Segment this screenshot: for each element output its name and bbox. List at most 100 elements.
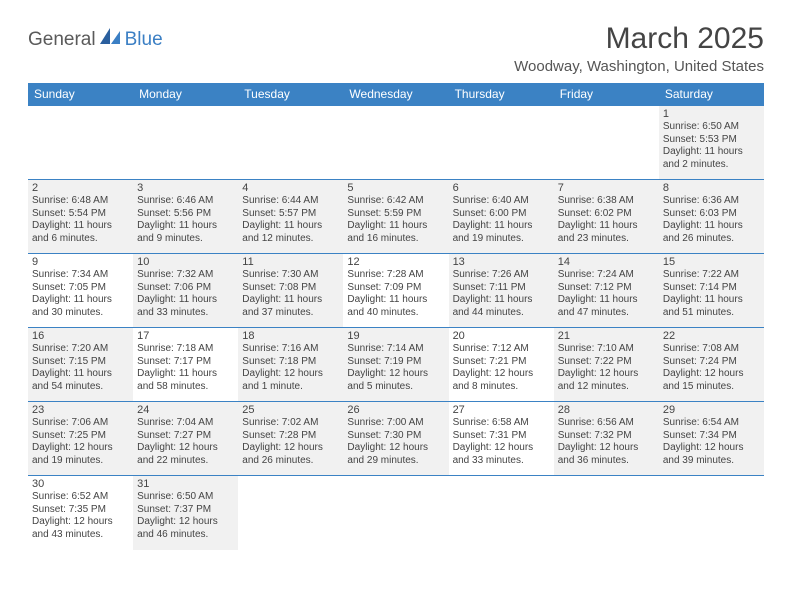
cell-line: Sunset: 7:17 PM <box>137 356 234 369</box>
calendar-header: SundayMondayTuesdayWednesdayThursdayFrid… <box>28 83 764 106</box>
cell-line: Daylight: 11 hours <box>558 294 655 307</box>
cell-line: Daylight: 12 hours <box>32 442 129 455</box>
day-cell: 4Sunrise: 6:44 AMSunset: 5:57 PMDaylight… <box>238 180 343 254</box>
day-cell: 31Sunrise: 6:50 AMSunset: 7:37 PMDayligh… <box>133 476 238 550</box>
cell-line: Daylight: 11 hours <box>453 294 550 307</box>
calendar-week-row: 16Sunrise: 7:20 AMSunset: 7:15 PMDayligh… <box>28 328 764 402</box>
cell-line: and 54 minutes. <box>32 381 129 394</box>
header: General Blue March 2025 Woodway, Washing… <box>28 22 764 75</box>
cell-line: Sunset: 5:57 PM <box>242 208 339 221</box>
cell-line: Sunrise: 7:02 AM <box>242 417 339 430</box>
cell-line: Sunrise: 7:04 AM <box>137 417 234 430</box>
day-number: 6 <box>453 182 550 194</box>
cell-line: Daylight: 11 hours <box>558 220 655 233</box>
day-cell: 26Sunrise: 7:00 AMSunset: 7:30 PMDayligh… <box>343 402 448 476</box>
cell-line: Sunrise: 6:44 AM <box>242 195 339 208</box>
day-cell: 9Sunrise: 7:34 AMSunset: 7:05 PMDaylight… <box>28 254 133 328</box>
cell-line: Sunset: 7:14 PM <box>663 282 760 295</box>
day-cell: 30Sunrise: 6:52 AMSunset: 7:35 PMDayligh… <box>28 476 133 550</box>
day-number: 1 <box>663 108 760 120</box>
day-cell: 7Sunrise: 6:38 AMSunset: 6:02 PMDaylight… <box>554 180 659 254</box>
cell-line: Sunset: 5:54 PM <box>32 208 129 221</box>
cell-line: Sunrise: 7:00 AM <box>347 417 444 430</box>
day-cell: 12Sunrise: 7:28 AMSunset: 7:09 PMDayligh… <box>343 254 448 328</box>
day-number: 15 <box>663 256 760 268</box>
empty-cell <box>343 476 448 550</box>
location-text: Woodway, Washington, United States <box>514 58 764 75</box>
day-number: 24 <box>137 404 234 416</box>
day-header: Wednesday <box>343 83 448 106</box>
cell-line: Daylight: 11 hours <box>242 220 339 233</box>
day-number: 30 <box>32 478 129 490</box>
cell-line: and 47 minutes. <box>558 307 655 320</box>
sail-icon <box>100 28 122 51</box>
day-cell: 3Sunrise: 6:46 AMSunset: 5:56 PMDaylight… <box>133 180 238 254</box>
day-cell: 27Sunrise: 6:58 AMSunset: 7:31 PMDayligh… <box>449 402 554 476</box>
day-cell: 10Sunrise: 7:32 AMSunset: 7:06 PMDayligh… <box>133 254 238 328</box>
cell-line: and 46 minutes. <box>137 529 234 542</box>
calendar-week-row: 1Sunrise: 6:50 AMSunset: 5:53 PMDaylight… <box>28 106 764 180</box>
day-header: Thursday <box>449 83 554 106</box>
cell-line: Sunrise: 7:08 AM <box>663 343 760 356</box>
empty-cell <box>238 476 343 550</box>
cell-line: Daylight: 12 hours <box>242 368 339 381</box>
day-number: 8 <box>663 182 760 194</box>
day-number: 21 <box>558 330 655 342</box>
cell-line: Daylight: 11 hours <box>663 146 760 159</box>
cell-line: Daylight: 11 hours <box>32 368 129 381</box>
day-cell: 2Sunrise: 6:48 AMSunset: 5:54 PMDaylight… <box>28 180 133 254</box>
cell-line: and 6 minutes. <box>32 233 129 246</box>
calendar-week-row: 30Sunrise: 6:52 AMSunset: 7:35 PMDayligh… <box>28 476 764 550</box>
logo-text-general: General <box>28 29 96 51</box>
day-header: Saturday <box>659 83 764 106</box>
cell-line: Daylight: 11 hours <box>663 220 760 233</box>
cell-line: Sunrise: 7:22 AM <box>663 269 760 282</box>
title-block: March 2025 Woodway, Washington, United S… <box>514 22 764 75</box>
cell-line: and 51 minutes. <box>663 307 760 320</box>
empty-cell <box>449 476 554 550</box>
calendar-table: SundayMondayTuesdayWednesdayThursdayFrid… <box>28 83 764 550</box>
cell-line: and 39 minutes. <box>663 455 760 468</box>
cell-line: Daylight: 12 hours <box>453 368 550 381</box>
cell-line: and 16 minutes. <box>347 233 444 246</box>
cell-line: Sunset: 7:32 PM <box>558 430 655 443</box>
day-cell: 19Sunrise: 7:14 AMSunset: 7:19 PMDayligh… <box>343 328 448 402</box>
day-number: 18 <box>242 330 339 342</box>
cell-line: Sunset: 7:05 PM <box>32 282 129 295</box>
cell-line: and 22 minutes. <box>137 455 234 468</box>
cell-line: Sunset: 7:11 PM <box>453 282 550 295</box>
empty-cell <box>133 106 238 180</box>
day-cell: 24Sunrise: 7:04 AMSunset: 7:27 PMDayligh… <box>133 402 238 476</box>
cell-line: and 19 minutes. <box>32 455 129 468</box>
cell-line: Sunset: 7:27 PM <box>137 430 234 443</box>
day-number: 2 <box>32 182 129 194</box>
day-number: 12 <box>347 256 444 268</box>
cell-line: Sunset: 7:21 PM <box>453 356 550 369</box>
cell-line: Sunrise: 7:20 AM <box>32 343 129 356</box>
calendar-body: 1Sunrise: 6:50 AMSunset: 5:53 PMDaylight… <box>28 106 764 550</box>
calendar-week-row: 23Sunrise: 7:06 AMSunset: 7:25 PMDayligh… <box>28 402 764 476</box>
cell-line: and 30 minutes. <box>32 307 129 320</box>
cell-line: Sunrise: 6:52 AM <box>32 491 129 504</box>
cell-line: and 33 minutes. <box>137 307 234 320</box>
cell-line: Sunrise: 6:48 AM <box>32 195 129 208</box>
cell-line: and 9 minutes. <box>137 233 234 246</box>
day-cell: 23Sunrise: 7:06 AMSunset: 7:25 PMDayligh… <box>28 402 133 476</box>
cell-line: Sunrise: 6:50 AM <box>663 121 760 134</box>
cell-line: Daylight: 11 hours <box>242 294 339 307</box>
day-cell: 28Sunrise: 6:56 AMSunset: 7:32 PMDayligh… <box>554 402 659 476</box>
cell-line: Sunset: 7:22 PM <box>558 356 655 369</box>
cell-line: Sunset: 7:12 PM <box>558 282 655 295</box>
month-title: March 2025 <box>514 22 764 56</box>
day-header: Sunday <box>28 83 133 106</box>
cell-line: and 37 minutes. <box>242 307 339 320</box>
day-number: 16 <box>32 330 129 342</box>
cell-line: Sunset: 7:30 PM <box>347 430 444 443</box>
cell-line: and 26 minutes. <box>242 455 339 468</box>
day-header: Monday <box>133 83 238 106</box>
cell-line: and 2 minutes. <box>663 159 760 172</box>
cell-line: Sunrise: 6:42 AM <box>347 195 444 208</box>
cell-line: Daylight: 11 hours <box>347 220 444 233</box>
day-cell: 17Sunrise: 7:18 AMSunset: 7:17 PMDayligh… <box>133 328 238 402</box>
cell-line: Sunset: 7:18 PM <box>242 356 339 369</box>
